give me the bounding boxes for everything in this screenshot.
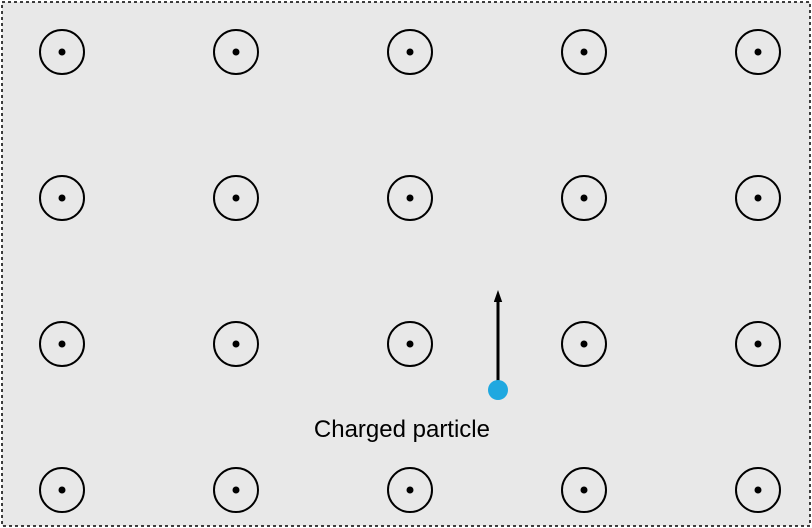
particle-label: Charged particle [314, 416, 490, 443]
charged-particle [488, 380, 508, 400]
field-region [2, 2, 810, 526]
physics-diagram: Charged particle [0, 0, 812, 528]
diagram-svg: Charged particle [0, 0, 812, 528]
